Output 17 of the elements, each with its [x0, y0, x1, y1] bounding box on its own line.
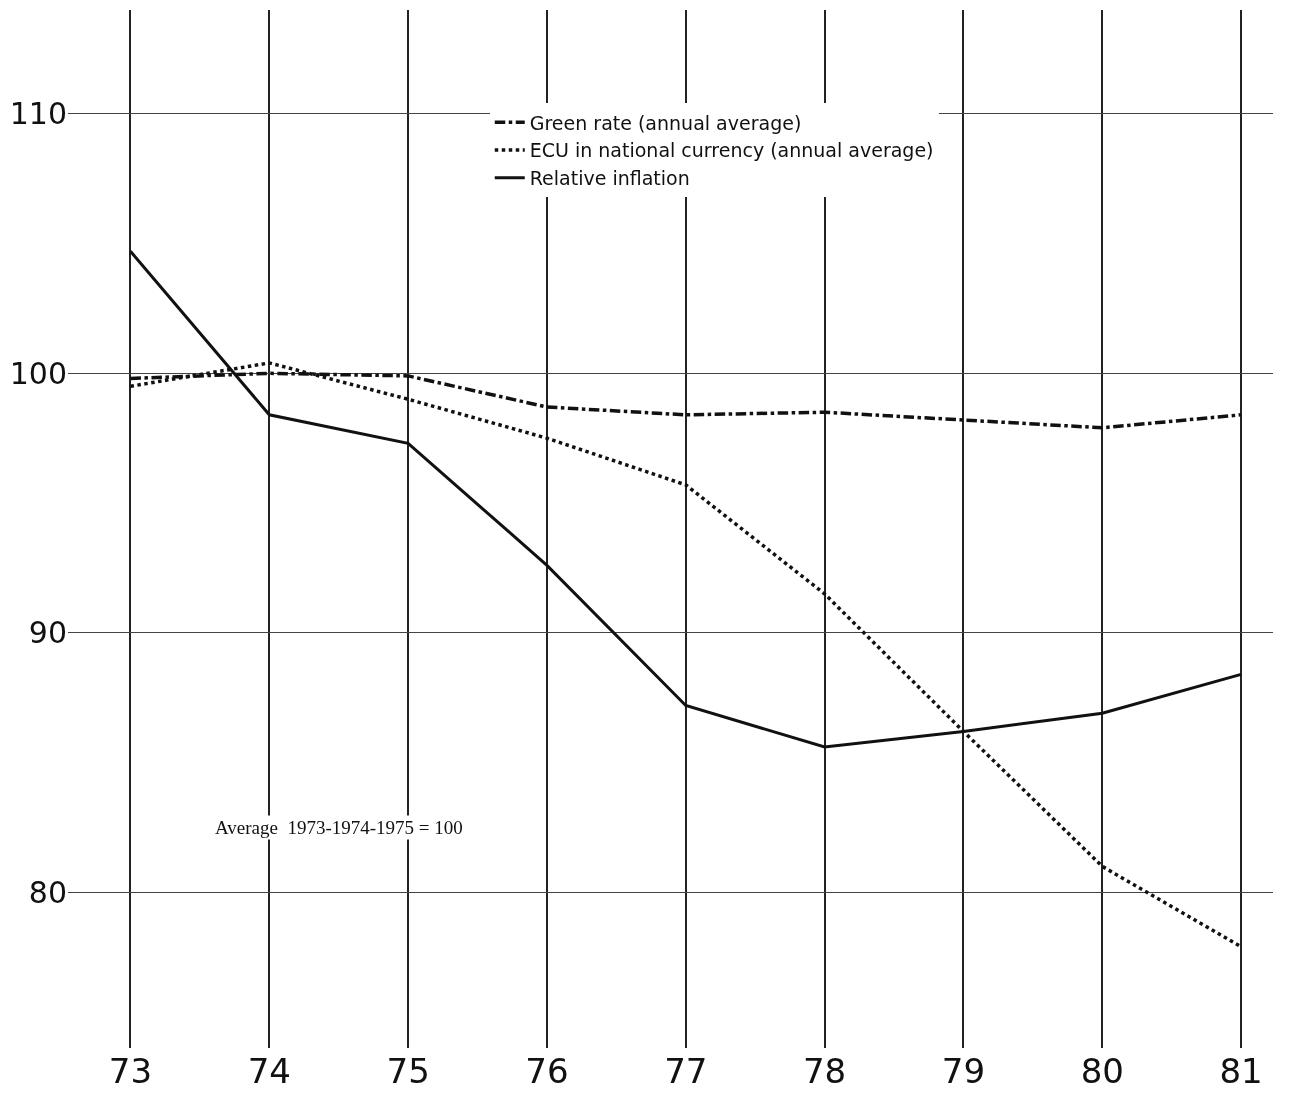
x-tick-label: 74 — [247, 1051, 291, 1091]
legend-label: Green rate (annual average) — [529, 111, 802, 134]
y-tick-label: 80 — [28, 874, 67, 910]
x-tick-label: 80 — [1080, 1051, 1124, 1091]
x-tick-label: 76 — [525, 1051, 569, 1091]
x-tick-label: 75 — [386, 1051, 430, 1091]
y-tick-label: 100 — [9, 355, 67, 391]
legend-label: Relative inflation — [529, 167, 690, 190]
x-tick-label: 73 — [108, 1051, 153, 1091]
legend-label: ECU in national currency (annual average) — [529, 139, 934, 162]
x-tick-label: 81 — [1219, 1051, 1263, 1091]
x-tick-label: 79 — [941, 1051, 986, 1091]
annotation: Average 1973-1974-1975 = 100 — [215, 817, 463, 838]
x-tick-label: 77 — [664, 1051, 708, 1091]
y-tick-label: 90 — [28, 615, 67, 651]
x-tick-label: 78 — [802, 1051, 847, 1091]
y-tick-label: 110 — [9, 96, 67, 132]
